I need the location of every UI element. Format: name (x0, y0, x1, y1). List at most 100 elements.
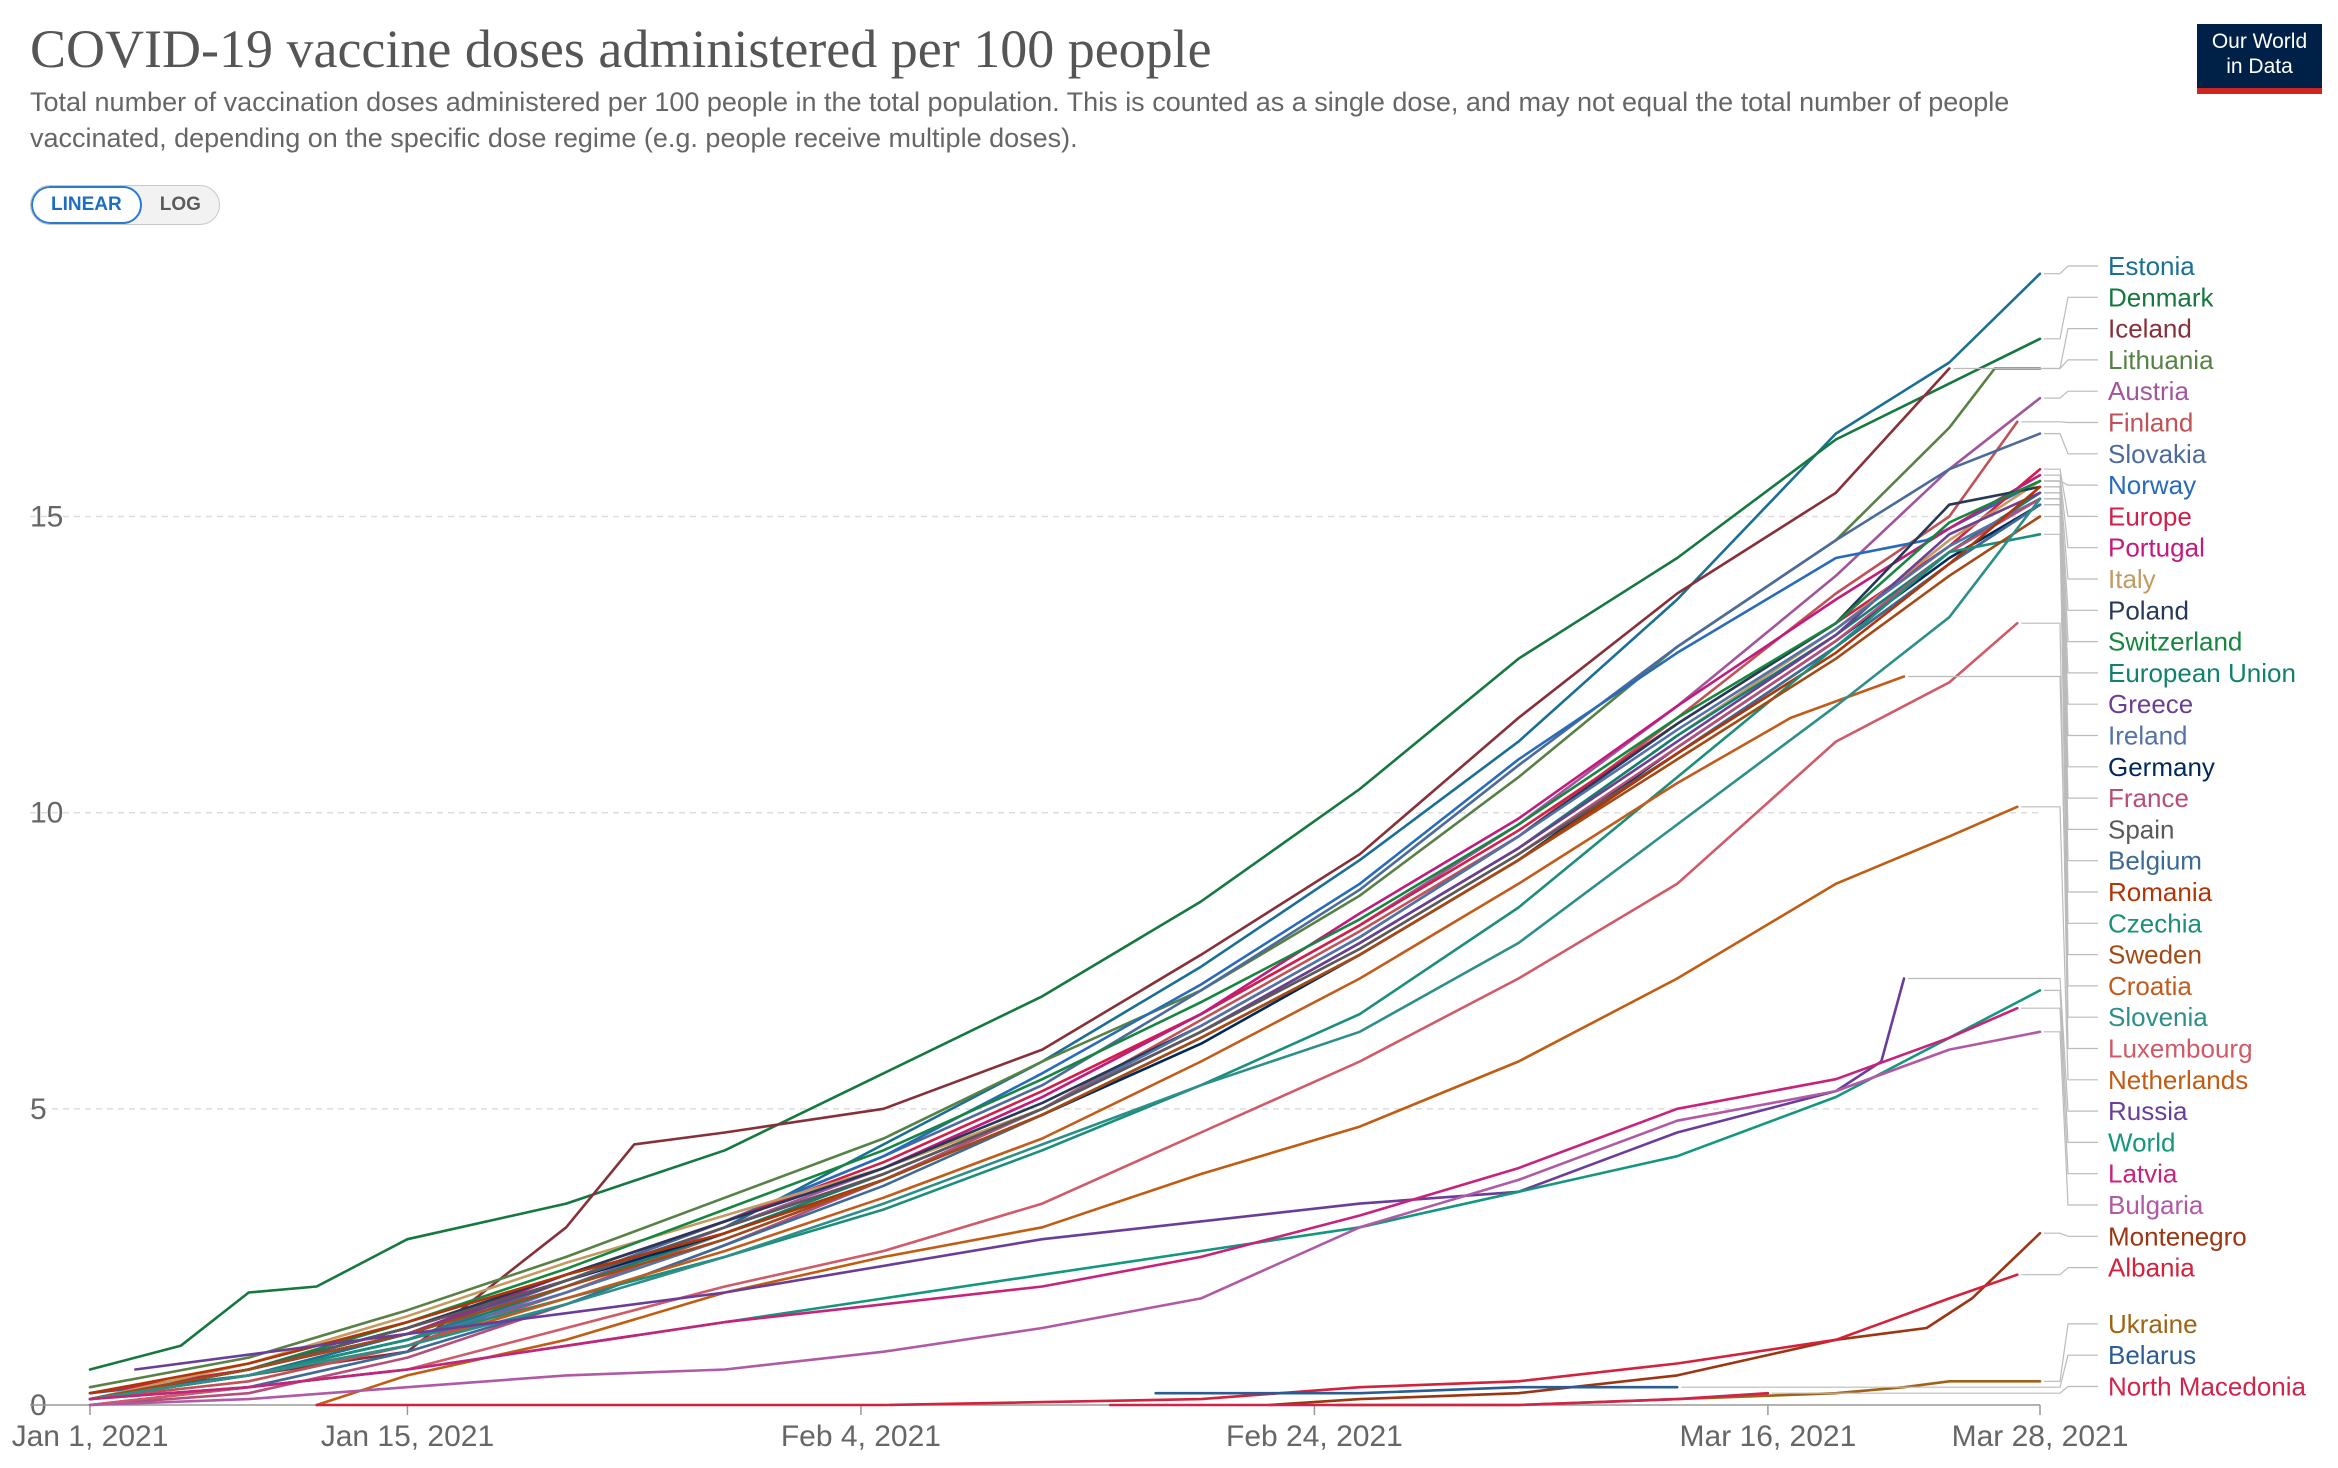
series-line-montenegro (1267, 1231, 2042, 1407)
series-line-slovenia (88, 497, 2042, 1401)
legend-connector (2021, 1007, 2098, 1175)
series-line-switzerland (88, 479, 2042, 1401)
legend-connector (2021, 622, 2098, 1050)
logo-line-2: in Data (2226, 55, 2293, 78)
series-line-netherlands (315, 805, 2019, 1407)
legend-label-russia[interactable]: Russia (2108, 1096, 2188, 1126)
legend-label-sweden[interactable]: Sweden (2108, 940, 2202, 970)
legend-label-norway[interactable]: Norway (2108, 470, 2196, 500)
series-line-luxembourg (88, 621, 2019, 1407)
series-line-slovakia (88, 432, 2042, 1401)
series-line-belgium (88, 503, 2042, 1407)
legend-label-germany[interactable]: Germany (2108, 752, 2215, 782)
legend-connector (2044, 1031, 2098, 1206)
logo-line-1: Our World (2211, 30, 2308, 53)
legend-connector (2044, 533, 2098, 924)
legend-label-spain[interactable]: Spain (2108, 814, 2175, 844)
series-line-romania (88, 485, 2042, 1395)
legend-connector (2044, 433, 2098, 455)
legend-label-portugal[interactable]: Portugal (2108, 533, 2205, 563)
legend-connector (2044, 296, 2098, 340)
legend-connector (2044, 480, 2098, 643)
legend-label-lithuania[interactable]: Lithuania (2108, 345, 2214, 375)
series-line-sweden (88, 515, 2042, 1401)
series-line-norway (88, 479, 2042, 1401)
legend-label-netherlands[interactable]: Netherlands (2108, 1065, 2248, 1095)
series-line-north-macedonia (1109, 1391, 1770, 1407)
legend-label-slovakia[interactable]: Slovakia (2108, 439, 2207, 469)
series-line-european-union (88, 491, 2042, 1401)
series-line-albania (315, 1273, 2019, 1407)
legend-label-iceland[interactable]: Iceland (2108, 314, 2192, 344)
series-line-france (88, 497, 2042, 1407)
logo-red-bar (2197, 88, 2322, 94)
legend-connector (2044, 486, 2098, 611)
legend-label-denmark[interactable]: Denmark (2108, 282, 2214, 312)
legend-label-ukraine[interactable]: Ukraine (2108, 1309, 2198, 1339)
legend-connector (2044, 474, 2098, 549)
legend-connector (2044, 504, 2098, 768)
legend-connector (1908, 675, 2098, 987)
y-tick-label: 15 (30, 501, 63, 534)
series-line-spain (88, 503, 2042, 1401)
legend-connector (1681, 1354, 2098, 1388)
series-line-lithuania (88, 367, 2042, 1389)
x-tick-label: Jan 1, 2021 (12, 1420, 169, 1453)
owid-logo[interactable]: Our World in Data (2197, 24, 2322, 94)
legend-label-france[interactable]: France (2108, 783, 2189, 813)
legend-label-bulgaria[interactable]: Bulgaria (2108, 1190, 2204, 1220)
legend-label-austria[interactable]: Austria (2108, 376, 2189, 406)
legend-connector (2044, 1232, 2098, 1237)
legend-label-albania[interactable]: Albania (2108, 1253, 2195, 1283)
log-scale-button[interactable]: LOG (159, 194, 201, 215)
legend-connector (2044, 486, 2098, 893)
legend-connector (2044, 504, 2098, 830)
legend-connector (2044, 480, 2098, 486)
legend-label-romania[interactable]: Romania (2108, 877, 2213, 907)
legend-label-luxembourg[interactable]: Luxembourg (2108, 1034, 2253, 1064)
linear-scale-button[interactable]: LINEAR (31, 186, 142, 224)
legend-connector (1908, 977, 2098, 1112)
legend-label-italy[interactable]: Italy (2108, 564, 2156, 594)
legend-connector (2021, 421, 2098, 424)
legend-connector (1771, 1385, 2098, 1394)
legend-connector (2044, 498, 2098, 799)
legend-label-croatia[interactable]: Croatia (2108, 971, 2192, 1001)
legend-label-world[interactable]: World (2108, 1127, 2175, 1157)
series-line-czechia (88, 533, 2042, 1401)
series-line-bulgaria (88, 1030, 2042, 1407)
legend-label-montenegro[interactable]: Montenegro (2108, 1221, 2247, 1251)
legend-label-belgium[interactable]: Belgium (2108, 846, 2202, 876)
legend-label-latvia[interactable]: Latvia (2108, 1159, 2178, 1189)
series-line-iceland (88, 367, 1951, 1401)
legend-label-ireland[interactable]: Ireland (2108, 721, 2188, 751)
series-line-poland (88, 485, 2042, 1401)
legend-label-europe[interactable]: Europe (2108, 501, 2192, 531)
legend-label-switzerland[interactable]: Switzerland (2108, 627, 2242, 657)
legend-label-slovenia[interactable]: Slovenia (2108, 1002, 2208, 1032)
legend-label-north-macedonia[interactable]: North Macedonia (2108, 1372, 2307, 1402)
scale-toggle[interactable]: LINEAR LOG (30, 185, 220, 225)
legend-connector (2044, 492, 2098, 674)
series-line-italy (88, 479, 2042, 1401)
legend-connector (2044, 498, 2098, 1018)
chart-subtitle: Total number of vaccination doses admini… (30, 87, 2010, 153)
legend-label-belarus[interactable]: Belarus (2108, 1340, 2196, 1370)
legend-label-poland[interactable]: Poland (2108, 595, 2189, 625)
legend-connector (2044, 265, 2098, 275)
series-line-estonia (88, 272, 2042, 1395)
legend-connector (2044, 492, 2098, 705)
legend-connector (2044, 989, 2098, 1143)
x-tick-label: Jan 15, 2021 (321, 1420, 494, 1453)
legend-connector (2044, 1323, 2098, 1382)
legend-label-estonia[interactable]: Estonia (2108, 251, 2195, 281)
legend-label-greece[interactable]: Greece (2108, 689, 2193, 719)
series-line-europe (88, 467, 2042, 1395)
legend-connector (2021, 806, 2098, 1081)
legend-label-finland[interactable]: Finland (2108, 408, 2193, 438)
legend-connector (2044, 359, 2098, 370)
legend-label-czechia[interactable]: Czechia (2108, 908, 2202, 938)
legend-label-european-union[interactable]: European Union (2108, 658, 2296, 688)
x-tick-label: Feb 24, 2021 (1226, 1420, 1403, 1453)
